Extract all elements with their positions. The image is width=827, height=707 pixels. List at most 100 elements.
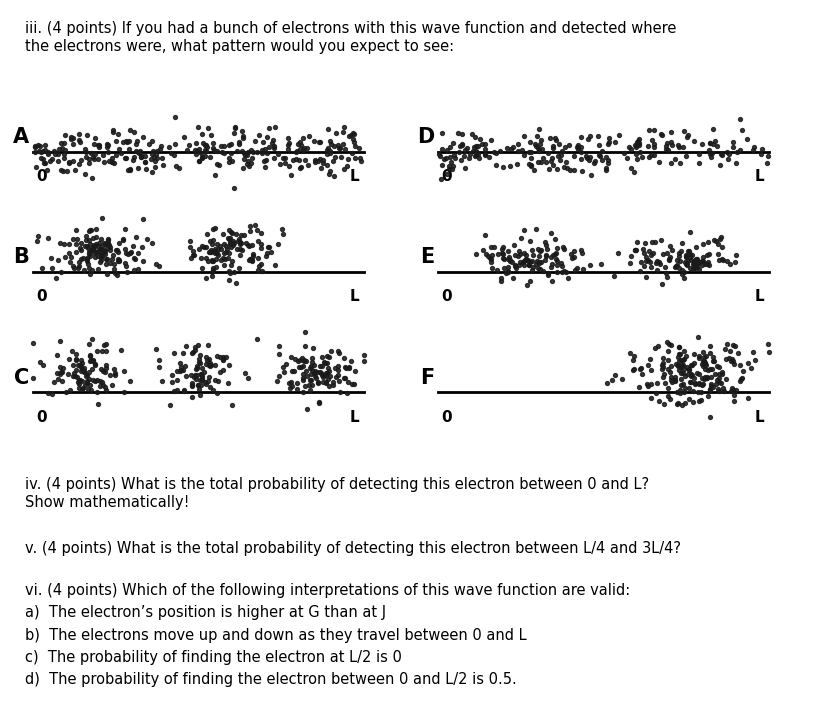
Point bbox=[315, 162, 328, 173]
Point bbox=[234, 229, 247, 240]
Point bbox=[236, 245, 249, 256]
Point bbox=[219, 247, 232, 258]
Point bbox=[59, 129, 72, 141]
Point bbox=[546, 276, 559, 287]
Point bbox=[119, 152, 132, 163]
Point bbox=[38, 157, 51, 168]
Point bbox=[251, 334, 264, 345]
Point bbox=[203, 357, 216, 368]
Point bbox=[490, 148, 503, 159]
Point bbox=[75, 383, 88, 395]
Text: iv. (4 points) What is the total probability of detecting this electron between : iv. (4 points) What is the total probabi… bbox=[25, 477, 649, 510]
Point bbox=[241, 239, 255, 250]
Point bbox=[683, 376, 696, 387]
Point bbox=[227, 267, 241, 278]
Point bbox=[675, 354, 688, 366]
Point bbox=[298, 340, 311, 351]
Point bbox=[328, 151, 342, 163]
Point bbox=[235, 146, 248, 157]
Point bbox=[630, 148, 643, 160]
Point bbox=[574, 244, 587, 255]
Point bbox=[631, 236, 644, 247]
Point bbox=[662, 338, 676, 349]
Point bbox=[191, 380, 204, 391]
Point bbox=[458, 151, 471, 162]
Point bbox=[524, 160, 538, 172]
Point bbox=[189, 363, 203, 375]
Point bbox=[69, 238, 83, 250]
Point bbox=[66, 233, 79, 244]
Point bbox=[58, 238, 71, 250]
Point bbox=[549, 253, 562, 264]
Point bbox=[655, 129, 668, 141]
Point bbox=[327, 141, 341, 152]
Point bbox=[340, 363, 353, 374]
Point bbox=[702, 390, 715, 402]
Point bbox=[588, 156, 601, 167]
Point bbox=[95, 250, 108, 262]
Point bbox=[100, 141, 113, 153]
Point bbox=[560, 162, 573, 173]
Point bbox=[703, 383, 716, 395]
Point bbox=[452, 127, 465, 139]
Point bbox=[554, 155, 567, 166]
Point bbox=[145, 148, 158, 160]
Point bbox=[218, 140, 231, 151]
Point bbox=[571, 144, 585, 155]
Point bbox=[180, 145, 194, 156]
Point bbox=[136, 255, 150, 267]
Point bbox=[672, 139, 685, 151]
Point bbox=[213, 351, 227, 363]
Point bbox=[195, 380, 208, 391]
Point bbox=[45, 388, 59, 399]
Point bbox=[702, 236, 715, 247]
Point bbox=[88, 148, 102, 160]
Point bbox=[646, 237, 659, 248]
Point bbox=[98, 366, 112, 378]
Point bbox=[746, 145, 759, 156]
Point bbox=[211, 158, 224, 170]
Point bbox=[678, 397, 691, 408]
Point bbox=[276, 361, 289, 373]
Point bbox=[304, 369, 318, 380]
Point bbox=[321, 148, 334, 160]
Point bbox=[347, 133, 360, 144]
Point bbox=[103, 156, 116, 167]
Point bbox=[42, 146, 55, 158]
Point bbox=[199, 351, 213, 363]
Point bbox=[82, 246, 95, 257]
Point bbox=[151, 153, 164, 164]
Point bbox=[700, 371, 714, 382]
Point bbox=[704, 340, 717, 351]
Point bbox=[73, 260, 86, 271]
Point bbox=[103, 241, 117, 252]
Point bbox=[700, 360, 713, 371]
Point bbox=[215, 146, 228, 158]
Point bbox=[308, 155, 321, 166]
Point bbox=[538, 236, 552, 247]
Point bbox=[203, 371, 216, 382]
Point bbox=[197, 242, 210, 253]
Point bbox=[124, 375, 137, 387]
Point bbox=[741, 358, 754, 369]
Point bbox=[79, 380, 92, 391]
Point bbox=[67, 262, 80, 274]
Point bbox=[328, 363, 342, 374]
Point bbox=[526, 262, 539, 273]
Point bbox=[705, 151, 718, 162]
Point bbox=[85, 172, 98, 183]
Point bbox=[557, 243, 571, 255]
Point bbox=[655, 363, 668, 374]
Point bbox=[713, 234, 726, 245]
Point bbox=[39, 139, 52, 151]
Point bbox=[237, 147, 251, 158]
Point bbox=[267, 141, 280, 152]
Point bbox=[69, 224, 83, 235]
Point bbox=[299, 155, 312, 166]
Point bbox=[719, 146, 733, 157]
Point bbox=[213, 367, 227, 378]
Point bbox=[454, 140, 467, 151]
Point bbox=[73, 136, 86, 148]
Point bbox=[208, 223, 222, 234]
Point bbox=[332, 139, 345, 151]
